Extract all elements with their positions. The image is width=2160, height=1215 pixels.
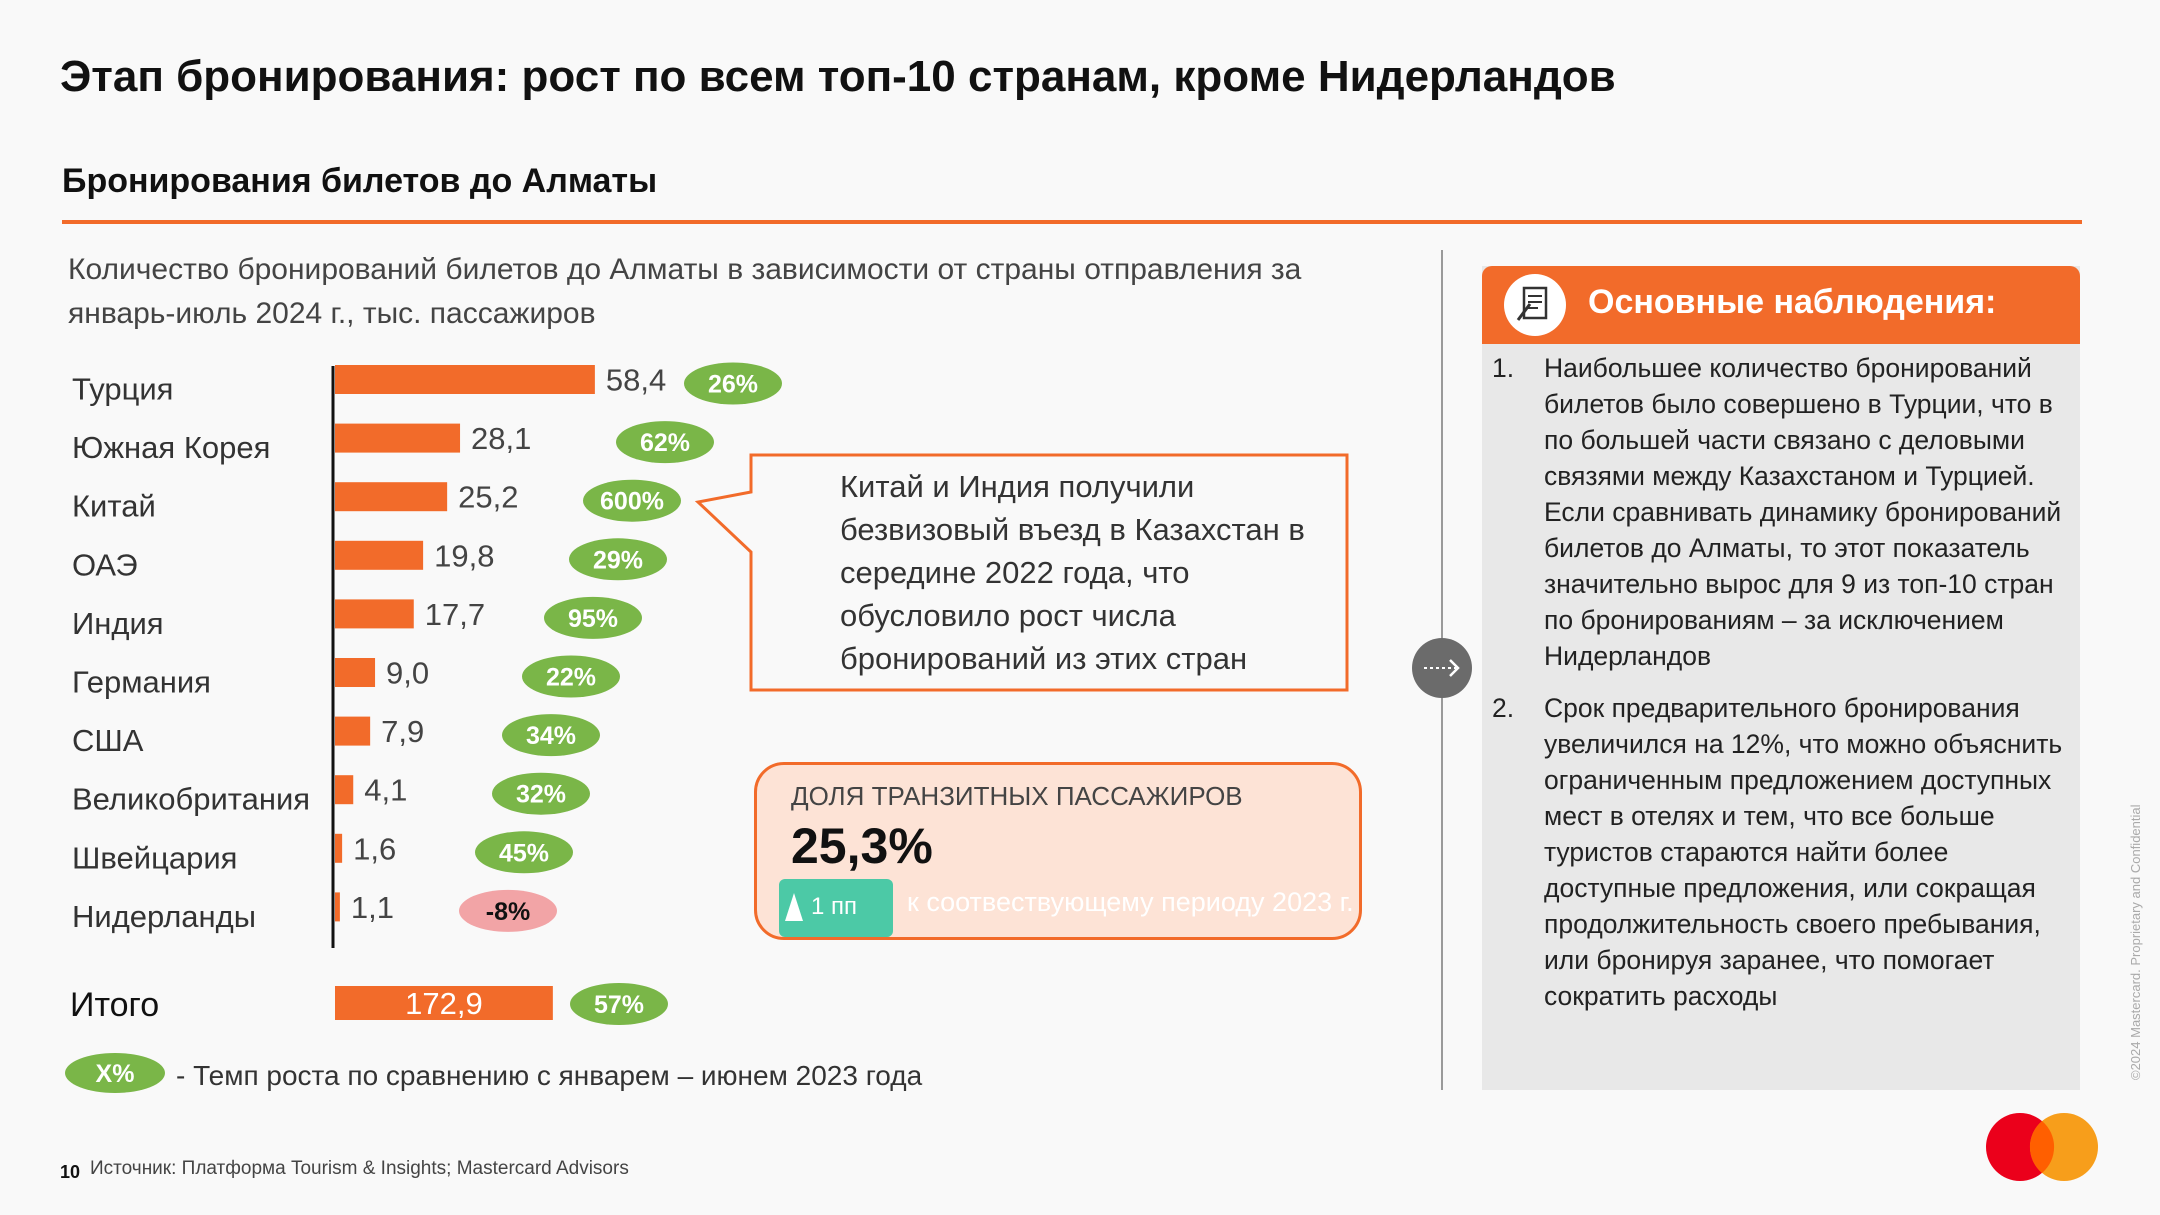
transit-change-value: 1 пп	[811, 893, 858, 920]
growth-label: 45%	[499, 839, 549, 867]
growth-label: 26%	[708, 371, 758, 399]
transit-change-chip: 1 пп	[779, 879, 893, 937]
country-label: Индия	[72, 606, 164, 641]
bar	[335, 658, 376, 687]
bar	[335, 892, 340, 922]
bar	[335, 423, 461, 453]
growth-badge	[569, 538, 667, 581]
transit-comparison: к соотвествующему периоду 2023 г.	[907, 887, 1354, 917]
total-bar	[335, 986, 553, 1020]
country-label: Китай	[72, 489, 156, 524]
callout-text: Китай и Индия получили безвизовый въезд …	[840, 469, 1305, 676]
transit-share-card: ДОЛЯ ТРАНЗИТНЫХ ПАССАЖИРОВ 25,3% 1 пп к …	[754, 762, 1362, 940]
bar	[335, 482, 448, 512]
country-label: Германия	[72, 665, 211, 700]
observations-header: Основные наблюдения:	[1482, 266, 2080, 344]
country-label: Великобритания	[72, 782, 310, 817]
growth-label: 600%	[600, 488, 664, 516]
growth-badge	[492, 772, 590, 815]
growth-badge	[544, 596, 642, 639]
chart-subtitle: Количество бронирований билетов до Алмат…	[68, 253, 1302, 330]
bar	[335, 833, 343, 863]
page-number: 10	[60, 1162, 81, 1182]
observation-text: Срок предварительного бронирования увели…	[1544, 693, 2063, 1011]
growth-badge	[459, 889, 557, 932]
legend-text: - Темп роста по сравнению с январем – ию…	[176, 1060, 923, 1091]
bar	[335, 775, 354, 805]
section-divider	[62, 220, 2082, 224]
transit-label: ДОЛЯ ТРАНЗИТНЫХ ПАССАЖИРОВ	[791, 781, 1243, 811]
transit-value: 25,3%	[791, 818, 933, 874]
growth-label: 32%	[516, 781, 566, 809]
value-label: 58,4	[606, 363, 666, 398]
value-label: 25,2	[458, 480, 518, 515]
copyright-note: ©2024 Mastercard. Proprietary and Confid…	[2128, 804, 2143, 1080]
growth-label: 22%	[546, 664, 596, 692]
growth-label: 62%	[640, 429, 690, 457]
total-label: Итого	[70, 986, 159, 1024]
section-title: Бронирования билетов до Алматы	[62, 162, 658, 200]
observations-title: Основные наблюдения:	[1588, 283, 1997, 321]
bar	[335, 599, 414, 629]
callout-bubble	[694, 453, 1349, 692]
country-label: Нидерланды	[72, 899, 256, 934]
value-label: 1,1	[351, 890, 394, 925]
value-label: 4,1	[364, 773, 407, 808]
source-note: Источник: Платформа Tourism & Insights; …	[90, 1158, 629, 1179]
country-label: ОАЭ	[72, 547, 138, 582]
observations-panel	[1482, 266, 2080, 1090]
country-label: Южная Корея	[72, 430, 270, 465]
growth-badge	[684, 362, 782, 405]
mastercard-logo	[1984, 1112, 2100, 1182]
observation-item: 1. Наибольшее количество бронирований би…	[1492, 350, 2078, 671]
country-label: США	[72, 723, 144, 758]
dotted-arrow-right-icon[interactable]	[1412, 638, 1472, 698]
value-label: 7,9	[381, 714, 424, 749]
growth-label: 95%	[568, 605, 618, 633]
value-label: 17,7	[425, 597, 485, 632]
growth-badge	[616, 421, 714, 464]
value-label: 9,0	[386, 656, 429, 691]
observation-number: 1.	[1492, 353, 1515, 383]
bar	[335, 716, 371, 746]
growth-badge	[522, 655, 620, 698]
growth-label: 34%	[526, 722, 576, 750]
total-growth-badge	[570, 983, 668, 1025]
observation-item: 2. Срок предварительного бронирования ув…	[1492, 690, 2078, 1020]
legend-badge-label: X%	[96, 1060, 135, 1088]
document-pen-icon	[1504, 274, 1566, 336]
bar	[335, 540, 424, 570]
growth-label: -8%	[486, 898, 530, 926]
observation-text: Наибольшее количество бронирований билет…	[1544, 353, 2062, 671]
country-label: Турция	[72, 372, 173, 407]
growth-badge	[583, 479, 681, 522]
legend-badge	[65, 1053, 165, 1093]
value-label: 28,1	[471, 421, 531, 456]
total-value-label: 172,9	[405, 986, 483, 1021]
observation-number: 2.	[1492, 693, 1515, 723]
growth-badge	[475, 831, 573, 874]
up-triangle-icon	[785, 893, 803, 921]
growth-label: 29%	[593, 546, 643, 574]
value-label: 1,6	[353, 831, 396, 866]
page-title: Этап бронирования: рост по всем топ-10 с…	[60, 52, 1616, 101]
growth-badge	[502, 714, 600, 757]
total-growth-label: 57%	[594, 991, 644, 1019]
bar	[335, 365, 595, 394]
value-label: 19,8	[434, 538, 494, 573]
country-label: Швейцария	[72, 840, 237, 875]
